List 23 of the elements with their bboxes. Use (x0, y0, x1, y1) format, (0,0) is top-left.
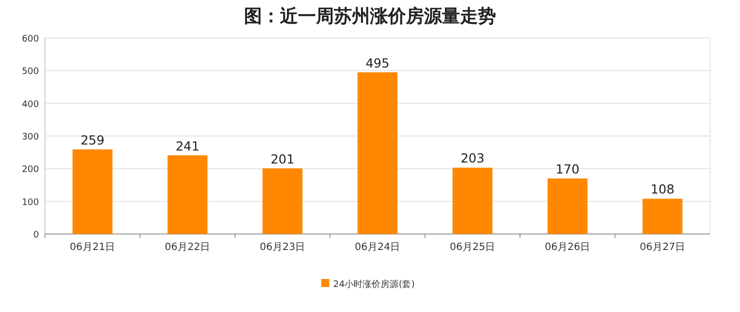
title: 图：近一周苏州涨价房源量走势 (244, 6, 496, 27)
x-tick-label: 06月21日 (70, 242, 116, 253)
data-label: 170 (556, 161, 580, 176)
y-tick-label: 200 (22, 165, 40, 176)
y-tick-label: 100 (22, 198, 40, 208)
y-tick-label: 500 (22, 67, 40, 78)
y-tick-label: 0 (33, 230, 40, 240)
data-label: 259 (80, 132, 104, 148)
legend: 24小时涨价房源(套) (321, 279, 415, 290)
y-tick-label: 600 (22, 34, 40, 44)
data-label: 495 (366, 55, 390, 70)
data-label: 241 (176, 138, 200, 154)
y-tick-label: 400 (22, 100, 40, 110)
x-tick-label: 06月22日 (164, 242, 210, 253)
y-tick-label: 300 (22, 132, 40, 142)
data-label: 203 (460, 150, 484, 166)
x-tick-label: 06月24日 (354, 242, 400, 253)
x-tick-label: 06月25日 (450, 242, 496, 253)
x-tick-label: 06月26日 (544, 242, 590, 253)
data-label: 108 (650, 182, 674, 197)
data-label: 201 (270, 151, 294, 166)
x-tick-label: 06月27日 (640, 242, 686, 253)
x-tick-label: 06月23日 (260, 242, 306, 253)
